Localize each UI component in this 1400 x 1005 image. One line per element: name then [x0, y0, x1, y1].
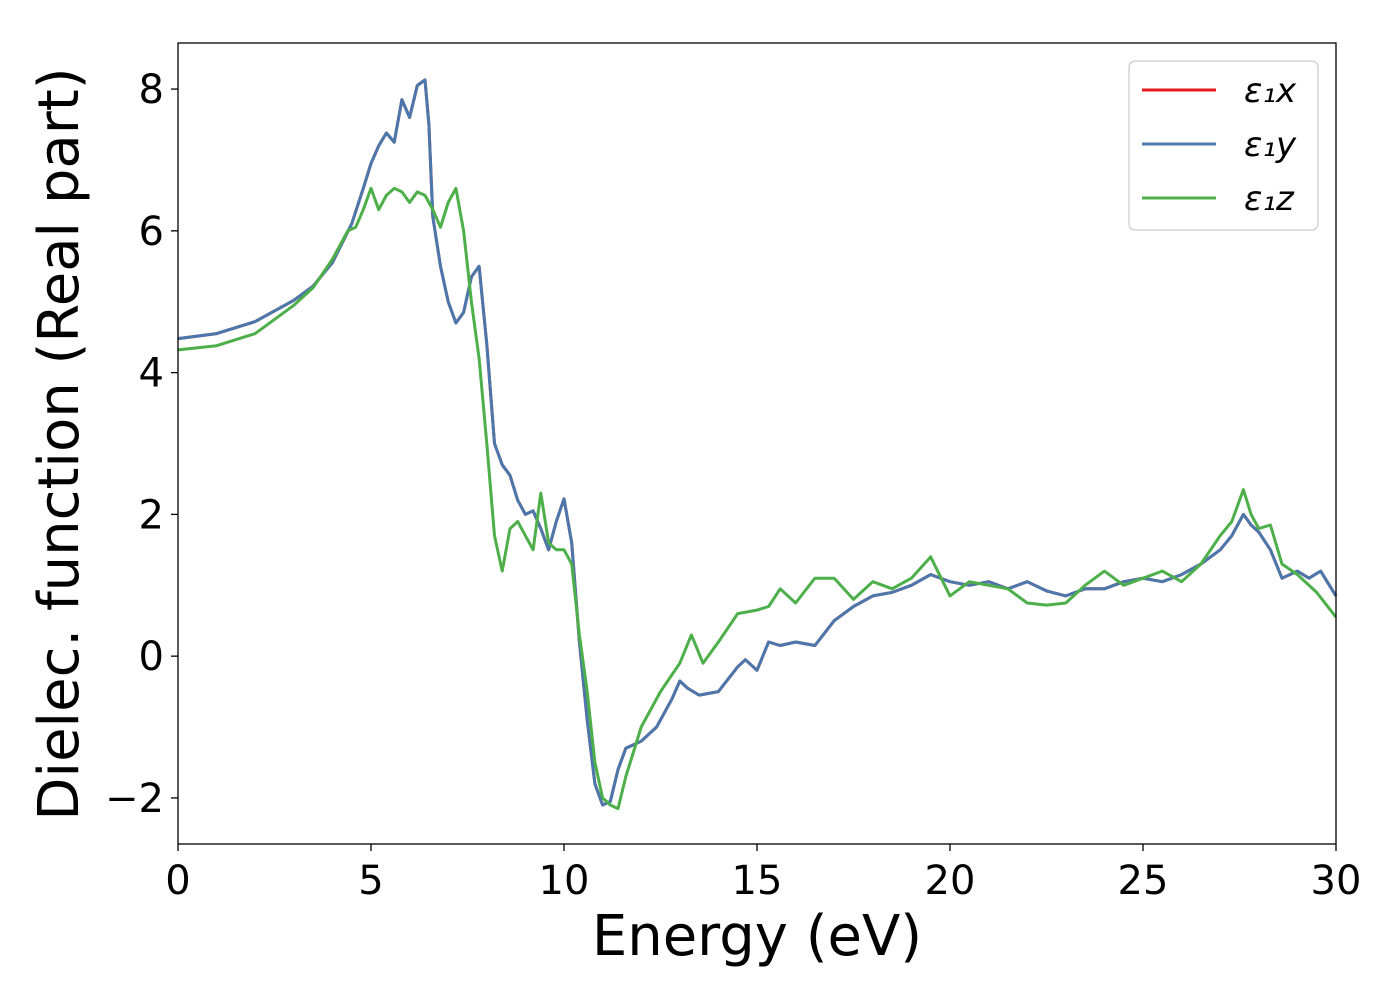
legend-label-eps1y: ε₁y — [1244, 125, 1297, 165]
legend: ε₁x ε₁y ε₁z — [1128, 60, 1319, 231]
y-tick-label: 2 — [139, 492, 164, 538]
legend-label-eps1z: ε₁z — [1244, 179, 1295, 219]
x-tick-label: 0 — [165, 858, 190, 904]
x-tick-label: 15 — [732, 858, 783, 904]
x-tick-label: 20 — [925, 858, 976, 904]
x-axis-ticks: 0 5 10 15 20 25 30 — [165, 844, 1361, 904]
y-tick-label: 8 — [139, 67, 164, 113]
series-layer — [177, 78, 1338, 811]
x-tick-label: 10 — [539, 858, 590, 904]
x-tick-label: 25 — [1118, 858, 1169, 904]
y-tick-label: 6 — [139, 209, 164, 255]
x-tick-label: 30 — [1311, 858, 1362, 904]
y-axis-ticks: −2 0 2 4 6 8 — [105, 67, 178, 822]
y-axis-label: Dielec. function (Real part) — [27, 67, 92, 820]
y-tick-label: 0 — [139, 634, 164, 680]
series-line-eps1z — [177, 186, 1338, 811]
series-line-eps1y — [177, 78, 1338, 807]
x-tick-label: 5 — [358, 858, 383, 904]
y-tick-label: −2 — [105, 776, 164, 822]
legend-box — [1128, 60, 1319, 231]
legend-label-eps1x: ε₁x — [1244, 71, 1297, 111]
x-axis-label: Energy (eV) — [592, 904, 922, 969]
y-tick-label: 4 — [139, 351, 164, 397]
